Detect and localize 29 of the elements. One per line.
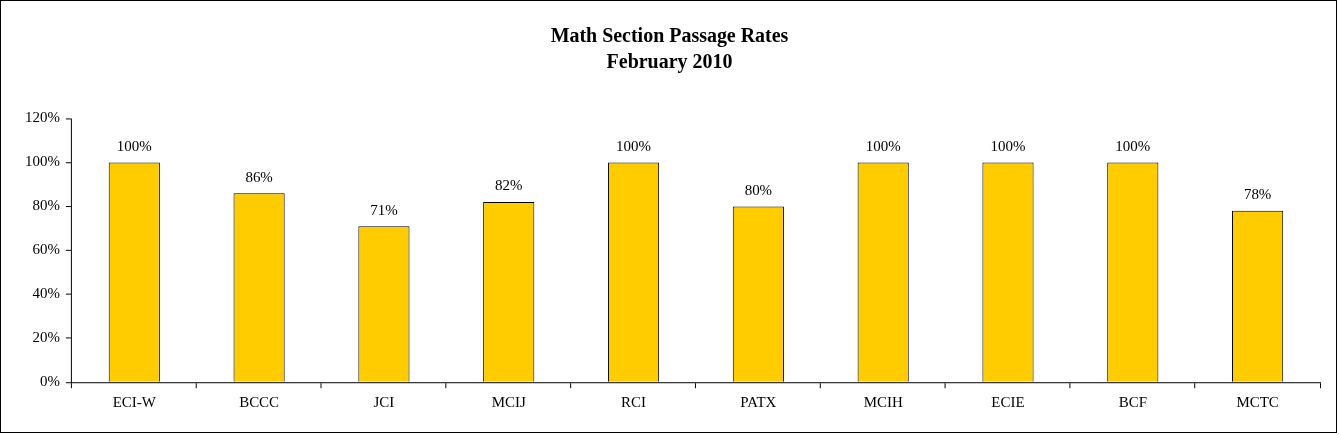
data-label: 78%	[1243, 186, 1272, 203]
chart-subtitle: February 2010	[606, 49, 733, 73]
data-label: 100%	[865, 137, 901, 154]
x-tick-label: ECI-W	[112, 394, 157, 411]
y-tick-label: 40%	[32, 285, 60, 302]
data-label: 71%	[370, 201, 398, 218]
data-label: 100%	[990, 137, 1026, 154]
x-tick-label: JCI	[373, 394, 395, 411]
y-tick-label: 100%	[24, 153, 60, 170]
data-label: 86%	[245, 168, 273, 185]
data-label: 100%	[1115, 137, 1151, 154]
y-tick-label: 80%	[32, 197, 60, 214]
data-label: 82%	[495, 177, 523, 194]
x-tick-label: RCI	[621, 394, 647, 411]
data-label: 100%	[116, 137, 152, 154]
y-tick-label: 60%	[32, 241, 60, 258]
data-label: 80%	[744, 181, 773, 198]
data-label: 100%	[616, 137, 652, 154]
x-tick-label: MCIJ	[491, 394, 526, 411]
y-tick-label: 20%	[32, 329, 60, 346]
x-tick-label: BCCC	[239, 394, 280, 411]
x-tick-label: BCF	[1118, 394, 1147, 411]
x-tick-label: MCTC	[1236, 394, 1279, 411]
y-tick-label: 0%	[39, 373, 60, 390]
x-tick-label: ECIE	[991, 394, 1025, 411]
chart-title: Math Section Passage Rates	[550, 24, 789, 47]
x-tick-label: MCIH	[863, 394, 903, 411]
x-tick-label: PATX	[740, 394, 777, 411]
y-tick-label: 120%	[24, 109, 60, 126]
